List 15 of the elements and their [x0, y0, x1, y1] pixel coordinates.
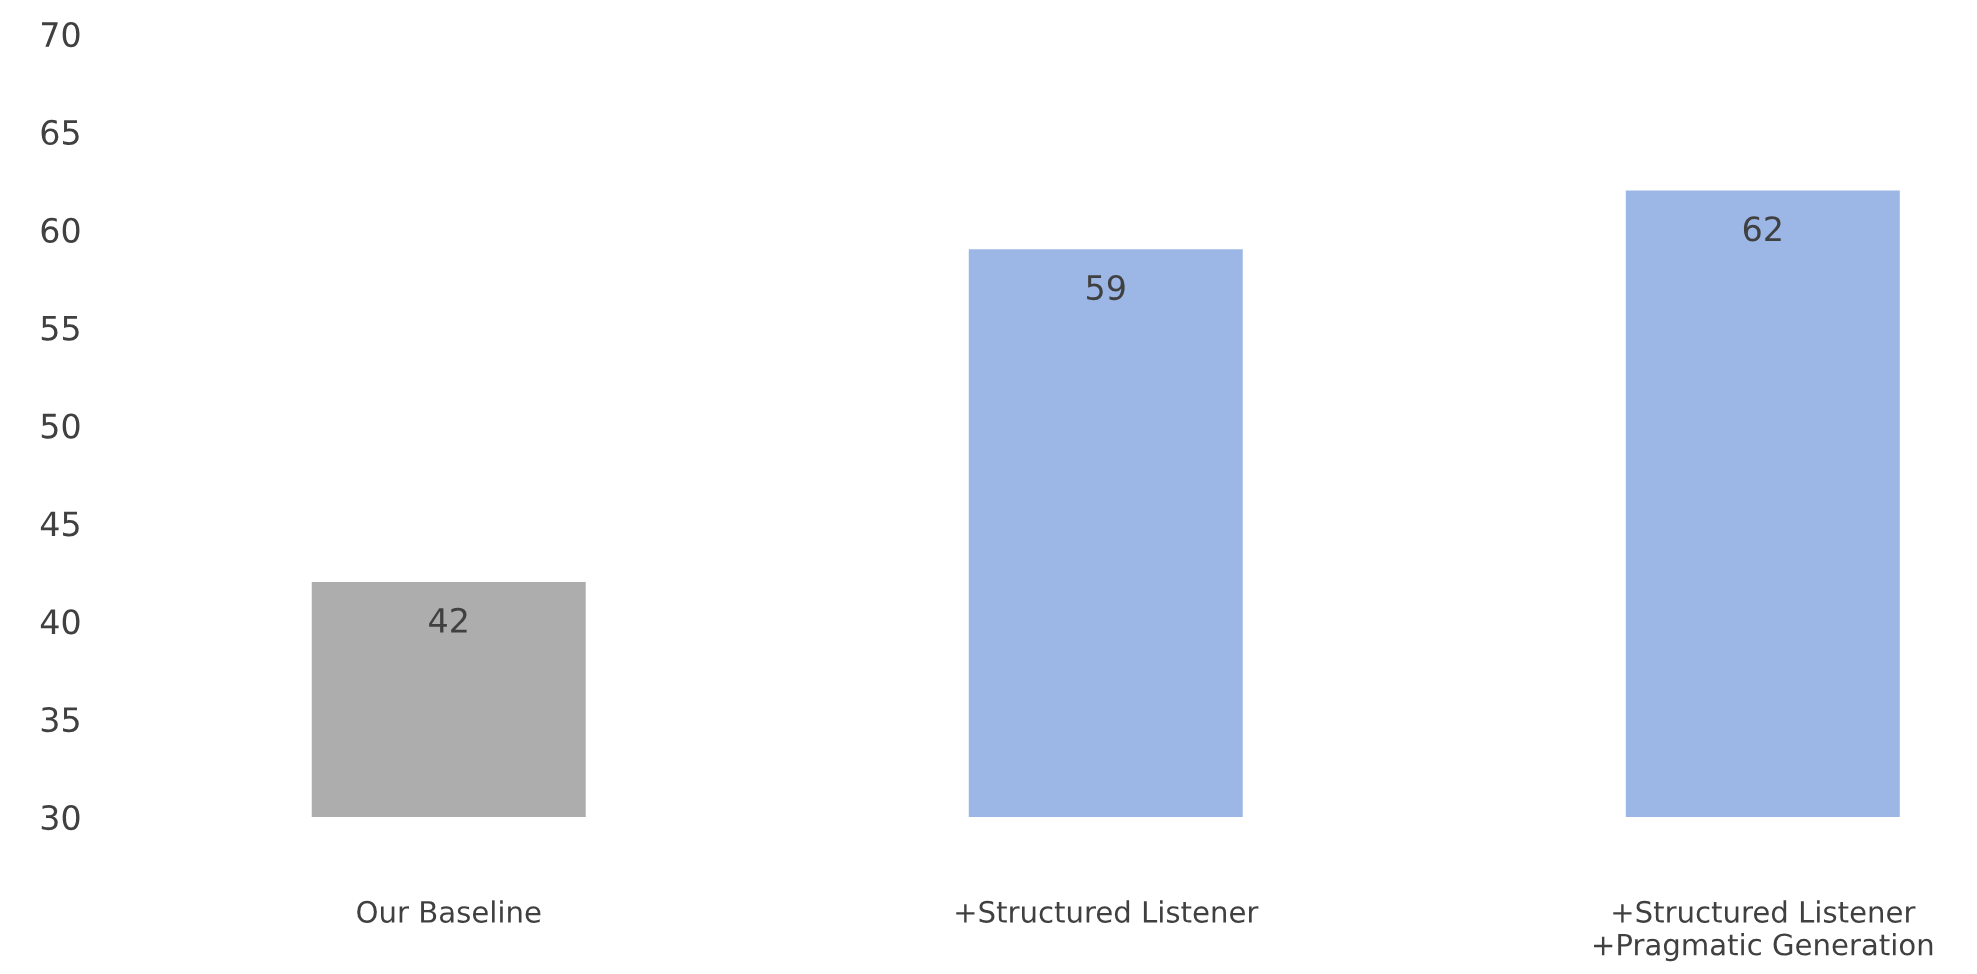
y-tick-label: 65 [41, 119, 79, 146]
data-label: 59 [1087, 274, 1125, 301]
data-label: 62 [1743, 216, 1781, 242]
y-tick-label: 70 [41, 21, 80, 48]
data-label: 42 [429, 607, 467, 633]
y-tick-label: 30 [41, 804, 80, 831]
x-tick-label: +Structured Listener +Pragmatic Generation [1594, 900, 1933, 962]
y-tick-label: 55 [41, 315, 79, 341]
x-tick-label: +Structured Listener [956, 900, 1259, 923]
y-tick-label: 60 [41, 217, 80, 243]
y-tick-label: 35 [41, 707, 79, 733]
y-tick-label: 40 [40, 609, 80, 635]
y-tick-label: 45 [40, 511, 79, 537]
y-tick-label: 50 [41, 413, 80, 439]
x-tick-label: Our Baseline [357, 900, 541, 923]
